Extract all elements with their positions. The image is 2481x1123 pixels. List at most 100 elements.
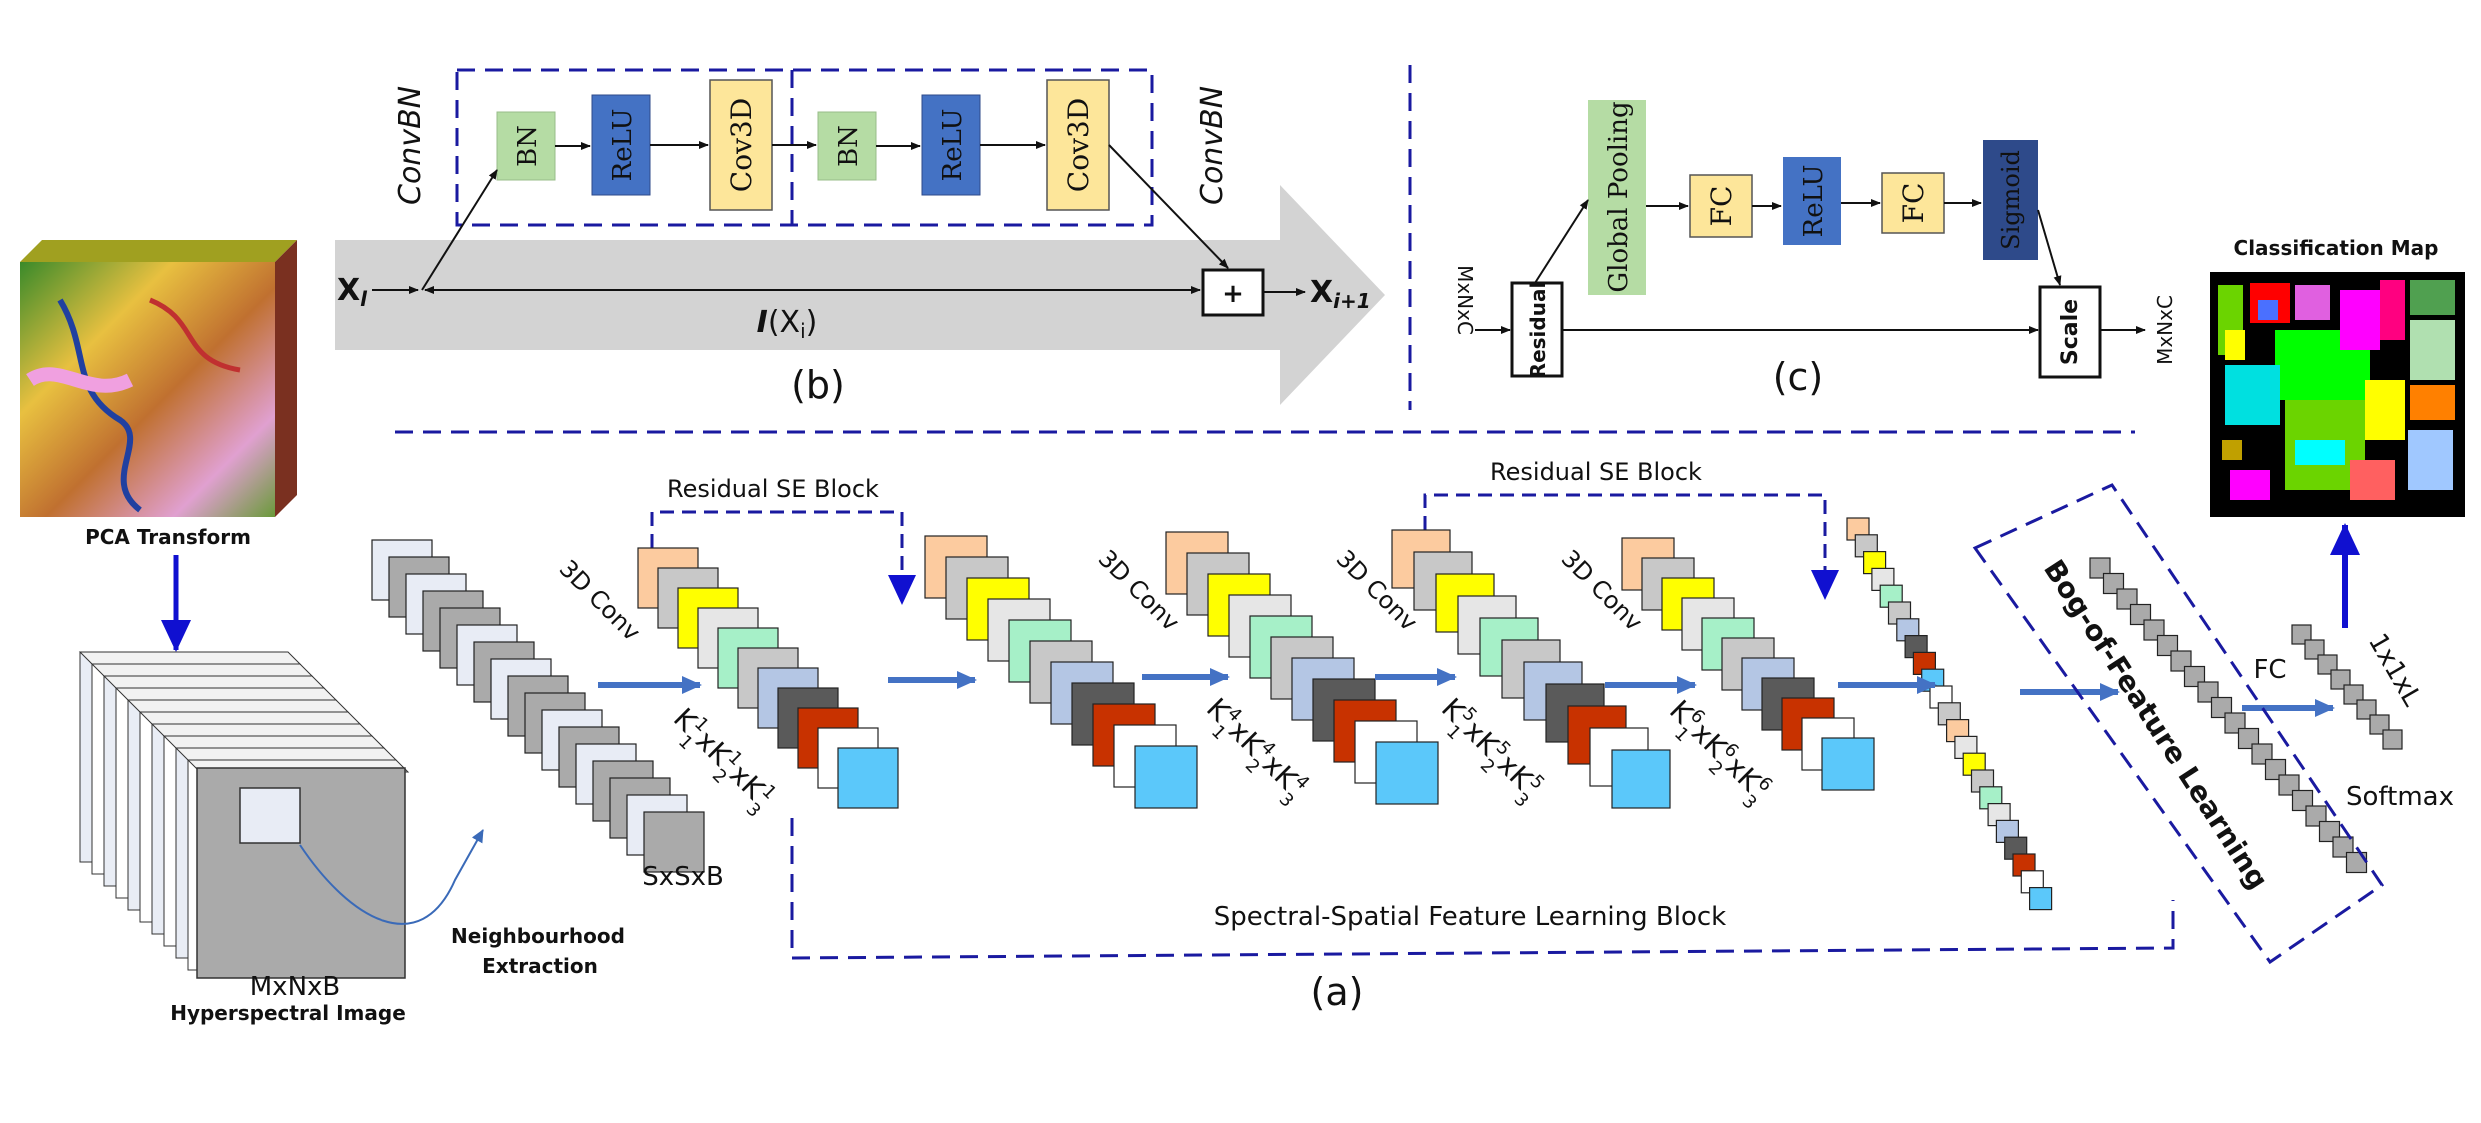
convbn-left-label: ConvBN	[393, 86, 428, 205]
hsi-dim: MxNxB	[250, 972, 341, 1002]
relu-se-block	[1783, 157, 1841, 245]
input-x-label: Xl	[337, 273, 368, 311]
hsi-slice-top	[78, 651, 302, 665]
feature-stack-3	[1165, 531, 1439, 805]
bn-block-2	[817, 111, 877, 181]
sigmoid-block	[1983, 140, 2038, 260]
se-bracket-1	[650, 510, 904, 575]
neighbourhood-arrow	[299, 829, 484, 925]
hsi-slice-side	[79, 651, 93, 863]
bof-cell	[2345, 851, 2368, 874]
feature-stack-4	[1391, 529, 1671, 809]
pca-label: PCA Transform	[85, 525, 251, 549]
hsi-slice-side	[127, 699, 141, 911]
caption-c: (c)	[1773, 355, 1824, 399]
bn-block-2-label: BN	[834, 125, 864, 167]
hyperspectral-stack	[78, 651, 410, 971]
feature-map	[1611, 749, 1671, 809]
neighbourhood-patch	[239, 787, 301, 844]
classification-map-title: Classification Map	[2234, 236, 2439, 260]
out-cell	[2356, 699, 2377, 720]
hsi-slice-top	[114, 687, 338, 701]
bof-region	[1972, 483, 2385, 965]
neigh-label-2: Extraction	[482, 954, 598, 978]
relu-se-label: ReLU	[1799, 165, 1829, 238]
pca-cube	[20, 240, 297, 517]
se-block-1-label: Residual SE Block	[667, 475, 879, 503]
output-vector	[2291, 624, 2403, 750]
hsi-slice-side	[139, 711, 153, 923]
grey-backbone-arrow	[335, 185, 1385, 405]
fc2-label: FC	[1897, 183, 1930, 224]
cov3d-block-2	[1046, 79, 1110, 211]
sum-node	[1201, 268, 1265, 317]
bn-block-1-label: BN	[513, 125, 543, 167]
out-cell	[2343, 684, 2364, 705]
caption-a: (a)	[1311, 970, 1364, 1014]
classification-map: Classification Map	[2210, 236, 2465, 517]
output-dim: 1x1xL	[2362, 629, 2427, 712]
cov3d-block-1-label: Cov3D	[725, 98, 758, 192]
hsi-front-face	[196, 767, 406, 979]
kernel-label-1: K11xK12xK13	[660, 700, 782, 822]
scale-node	[2038, 285, 2102, 379]
fc1-label: FC	[1705, 186, 1738, 227]
flattened-feature-vector	[1846, 517, 2053, 911]
hsi-slice-top	[162, 735, 386, 749]
cov3d-block-2-label: Cov3D	[1062, 98, 1095, 192]
sigmoid-label: Sigmoid	[1997, 150, 2025, 250]
fc2-block	[1881, 172, 1945, 234]
relu-block-1-label: ReLU	[608, 109, 638, 182]
se-input-dim: MxNxC	[1453, 265, 1477, 335]
feature-map	[1821, 737, 1875, 791]
hsi-slice-side	[175, 747, 189, 959]
conv-label-1: 3D Conv	[554, 554, 646, 646]
residual-label: Residual	[1526, 282, 1550, 379]
patch-slice	[643, 811, 705, 873]
hsi-slice-side	[103, 675, 117, 887]
feature-map	[1375, 741, 1439, 805]
relu-block-2-label: ReLU	[938, 109, 968, 182]
patch-stack	[371, 539, 705, 873]
fc-out-label: FC	[2253, 655, 2286, 685]
caption-b: (b)	[791, 363, 845, 407]
identity-label: I(Xi)	[757, 305, 818, 343]
sum-symbol: +	[1222, 279, 1244, 309]
feature-map	[837, 747, 899, 809]
out-cell	[2330, 669, 2351, 690]
hsi-slice-top	[174, 747, 398, 761]
out-cell	[2369, 714, 2390, 735]
hsi-slice-side	[91, 663, 105, 875]
relu-block-2	[921, 94, 981, 196]
cov3d-block-1	[709, 79, 773, 211]
patch-dim: SxSxB	[642, 862, 724, 892]
hsi-slice-side	[151, 723, 165, 935]
feature-stack-1	[637, 547, 899, 809]
hsi-slice-top	[138, 711, 362, 725]
feature-map	[1134, 745, 1198, 809]
se-block-2-label: Residual SE Block	[1490, 458, 1702, 486]
bof-feature-vector	[2089, 557, 2368, 874]
feature-stack-2	[924, 535, 1198, 809]
hsi-slice-top	[102, 675, 326, 689]
out-cell	[2291, 624, 2312, 645]
panel-c: MxNxC Residual Global Pooling FC ReLU FC…	[1453, 100, 2177, 399]
out-cell	[2304, 639, 2325, 660]
output-x-label: Xi+1	[1310, 275, 1371, 313]
hsi-slice-side	[115, 687, 129, 899]
out-cell	[2382, 729, 2403, 750]
ssfl-label: Spectral-Spatial Feature Learning Block	[1214, 902, 1726, 932]
convbn-dashed-box	[455, 68, 1154, 227]
hsi-slice-side	[163, 735, 177, 947]
convbn-right-label: ConvBN	[1195, 86, 1230, 205]
global-pooling-block	[1588, 100, 1646, 295]
global-pooling-label: Global Pooling	[1604, 101, 1634, 292]
flat-cell	[2028, 886, 2053, 911]
ssfl-bracket	[790, 818, 2175, 960]
hsi-label: Hyperspectral Image	[170, 1001, 406, 1025]
hsi-slice-top	[126, 699, 350, 713]
neigh-label-1: Neighbourhood	[451, 924, 625, 948]
residual-node	[1510, 281, 1564, 378]
hsi-slice-top	[150, 723, 374, 737]
